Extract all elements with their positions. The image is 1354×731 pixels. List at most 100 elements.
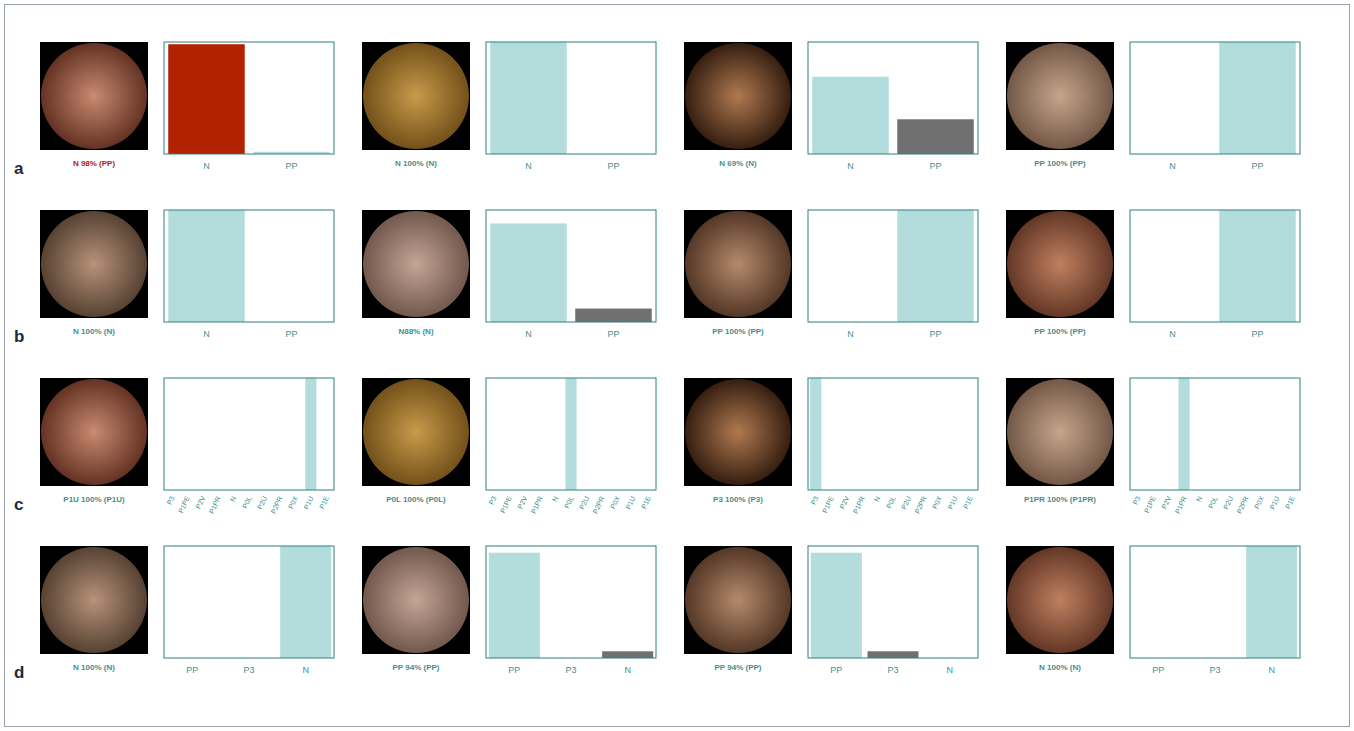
- endoscopy-image: [41, 43, 147, 149]
- category-label: P3: [1131, 495, 1141, 506]
- caption: P1PR 100% (P1PR): [1024, 495, 1096, 504]
- bar: [868, 651, 919, 658]
- bars: [280, 546, 331, 658]
- category-label: N: [847, 161, 854, 171]
- panel: N 98% (PP)NPP: [40, 42, 334, 171]
- category-label: P1U: [302, 495, 314, 510]
- category-label: PP: [830, 665, 842, 675]
- plot-frame: [164, 210, 334, 322]
- figure-border: [5, 5, 1350, 727]
- category-label: P2V: [516, 495, 528, 510]
- plot-frame: [1130, 210, 1300, 322]
- endoscopy-image: [1007, 379, 1113, 485]
- bar: [305, 378, 316, 490]
- category-label: PP: [285, 329, 297, 339]
- caption: N 100% (N): [73, 663, 115, 672]
- category-label: P2PR: [1236, 495, 1250, 515]
- image-background: [362, 42, 470, 150]
- category-label: N: [1169, 329, 1176, 339]
- category-label: P1PE: [499, 495, 513, 514]
- category-label: P3: [809, 495, 819, 506]
- category-label: PP: [508, 665, 520, 675]
- caption: PP 94% (PP): [715, 663, 762, 672]
- panel: PP 100% (PP)NPP: [1006, 210, 1300, 339]
- category-label: P2V: [838, 495, 850, 510]
- category-label: P3: [565, 665, 576, 675]
- image-background: [40, 378, 148, 486]
- caption: PP 94% (PP): [393, 663, 440, 672]
- bar: [811, 553, 862, 658]
- category-label: PP: [929, 161, 941, 171]
- category-label: N: [525, 161, 532, 171]
- category-label: P3: [165, 495, 175, 506]
- image-background: [40, 210, 148, 318]
- category-label: P3: [1209, 665, 1220, 675]
- category-label: P0L: [885, 495, 897, 509]
- image-background: [362, 210, 470, 318]
- category-label: P1PE: [821, 495, 835, 514]
- category-label: P3: [243, 665, 254, 675]
- plot-frame: [164, 546, 334, 658]
- plot-frame: [808, 378, 978, 490]
- endoscopy-image: [41, 211, 147, 317]
- bars: [490, 223, 652, 322]
- image-background: [684, 42, 792, 150]
- bars: [811, 553, 919, 658]
- figure: abcdN 98% (PP)NPPN 100% (N)NPPN 69% (N)N…: [0, 0, 1354, 731]
- plot-frame: [486, 378, 656, 490]
- caption: P3 100% (P3): [713, 495, 763, 504]
- caption: PP 100% (PP): [1034, 159, 1086, 168]
- category-label: P0X: [287, 495, 299, 510]
- category-label: N: [1195, 495, 1203, 503]
- image-background: [684, 210, 792, 318]
- endoscopy-image: [1007, 547, 1113, 653]
- bar: [602, 651, 653, 658]
- plot-frame: [808, 42, 978, 154]
- row-label: c: [14, 495, 23, 514]
- endoscopy-image: [363, 379, 469, 485]
- category-label: P2PR: [914, 495, 928, 515]
- endoscopy-image: [685, 43, 791, 149]
- image-background: [362, 378, 470, 486]
- bars: [168, 44, 330, 154]
- panel: P3 100% (P3)P3P1PEP2VP1PRNP0LP2UP2PRP0XP…: [684, 378, 978, 515]
- bars: [812, 77, 974, 154]
- plot-frame: [164, 42, 334, 154]
- panel: PP 100% (PP)NPP: [1006, 42, 1300, 171]
- plot-frame: [808, 546, 978, 658]
- panel: PP 94% (PP)PPP3N: [684, 546, 978, 675]
- bar: [168, 44, 245, 154]
- caption: N 100% (N): [1039, 663, 1081, 672]
- category-label: PP: [1152, 665, 1164, 675]
- category-label: N: [525, 329, 532, 339]
- panel: P1U 100% (P1U)P3P1PEP2VP1PRNP0LP2UP2PRP0…: [40, 378, 334, 515]
- category-label: P2U: [578, 495, 590, 510]
- category-label: P1E: [318, 495, 330, 510]
- image-background: [1006, 42, 1114, 150]
- category-label: P0X: [1253, 495, 1265, 510]
- category-label: N: [873, 495, 881, 503]
- plot-frame: [808, 210, 978, 322]
- bars: [305, 378, 316, 490]
- bar: [897, 119, 974, 154]
- category-label: P2V: [1160, 495, 1172, 510]
- bars: [1246, 546, 1297, 658]
- panel: PP 100% (PP)NPP: [684, 210, 978, 339]
- plot-frame: [1130, 378, 1300, 490]
- image-background: [40, 546, 148, 654]
- bar: [1179, 378, 1190, 490]
- caption: N 98% (PP): [73, 159, 116, 168]
- panel: PP 94% (PP)PPP3N: [362, 546, 656, 675]
- caption: P0L 100% (P0L): [386, 495, 446, 504]
- category-label: PP: [285, 161, 297, 171]
- panel: P1PR 100% (P1PR)P3P1PEP2VP1PRNP0LP2UP2PR…: [1006, 378, 1300, 515]
- bar: [489, 553, 540, 658]
- category-label: PP: [607, 329, 619, 339]
- bars: [489, 553, 653, 658]
- panel: N88% (N)NPP: [362, 210, 656, 339]
- category-label: PP: [929, 329, 941, 339]
- image-background: [362, 546, 470, 654]
- category-label: P1U: [946, 495, 958, 510]
- caption: P1U 100% (P1U): [63, 495, 125, 504]
- endoscopy-image: [685, 211, 791, 317]
